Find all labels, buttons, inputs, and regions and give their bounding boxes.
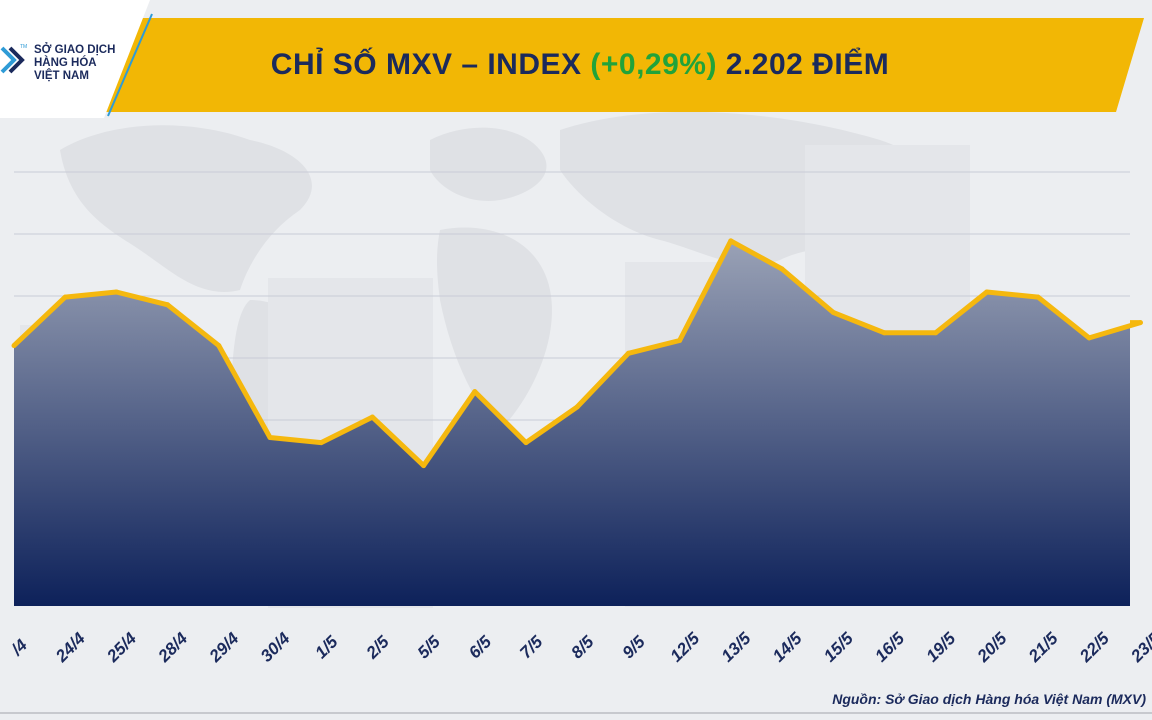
x-tick-label: 5/5 [414,632,445,663]
source-note: Nguồn: Sở Giao dịch Hàng hóa Việt Nam (M… [832,691,1146,707]
data-point-7-5 [523,440,529,446]
data-point-24-4 [62,294,68,300]
x-tick-label: 25/4 [103,628,141,666]
data-point-13-5 [728,238,734,244]
x-tick-label: 28/4 [154,628,192,666]
logo-line-2: HÀNG HÓA [34,57,97,69]
data-point-1-5 [318,440,324,446]
index-series-line [12,238,1143,469]
data-point-21-5 [1035,294,1041,300]
data-point-5-5 [421,463,427,469]
data-point-2-5 [369,414,375,420]
data-point-14-5 [779,266,785,272]
data-point-23-5 [1137,320,1143,326]
x-tick-label: 15/5 [820,628,857,665]
x-tick-label: 7/5 [516,632,547,663]
x-tick-label: 23/5 [1127,628,1152,666]
logo-line-3: VIỆT NAM [34,70,89,82]
x-tick-label: 6/5 [465,632,496,663]
x-tick-label: /4 [7,635,32,660]
data-point-29-4 [216,343,222,349]
x-tick-label: 9/5 [619,632,650,663]
data-point-20-5 [984,289,990,295]
x-tick-label: 13/5 [718,628,755,665]
x-tick-label: 1/5 [311,632,342,663]
x-tick-label: 2/5 [362,632,393,663]
title-main: CHỈ SỐ MXV – INDEX [270,48,591,81]
x-tick-label: 12/5 [666,628,703,665]
index-area-fill [14,240,1141,606]
data-point-6-5 [472,389,478,395]
data-point-9-5 [625,350,631,356]
mxv-logo: TM SỞ GIAO DỊCH HÀNG HÓA VIỆT NAM [0,0,160,118]
data-point-15-5 [830,309,836,315]
x-tick-label: 14/5 [769,628,806,665]
data-point-22-5 [1086,335,1092,341]
x-tick-label: 21/5 [1024,628,1062,666]
x-tick-label: 22/5 [1075,628,1113,666]
title-index-value: 2.202 ĐIỂM [716,48,890,81]
title-banner [60,18,1144,112]
data-point-30-4 [267,435,273,440]
data-point-23-4 [11,343,17,349]
data-point-25-4 [113,289,119,295]
x-tick-label: 19/5 [922,628,959,665]
x-tick-label: 30/4 [257,628,294,665]
data-point-19-5 [933,330,939,336]
x-tick-label: 24/4 [51,628,89,666]
bottom-divider [0,712,1152,714]
title-change-percent: (+0,29%) [590,48,717,81]
data-point-12-5 [677,338,683,343]
data-point-8-5 [574,404,580,410]
logo-chevron-icon [0,46,25,74]
data-point-28-4 [165,302,171,308]
x-tick-label: 16/5 [871,628,908,665]
logo-trademark: TM [20,44,27,50]
x-tick-label: 29/4 [205,628,243,666]
logo-line-1: SỞ GIAO DỊCH [34,44,116,56]
x-tick-label: 20/5 [973,628,1011,666]
data-point-16-5 [881,330,887,336]
page-title: CHỈ SỐ MXV – INDEX (+0,29%) 2.202 ĐIỂM [180,40,980,90]
x-tick-label: 8/5 [567,632,598,663]
